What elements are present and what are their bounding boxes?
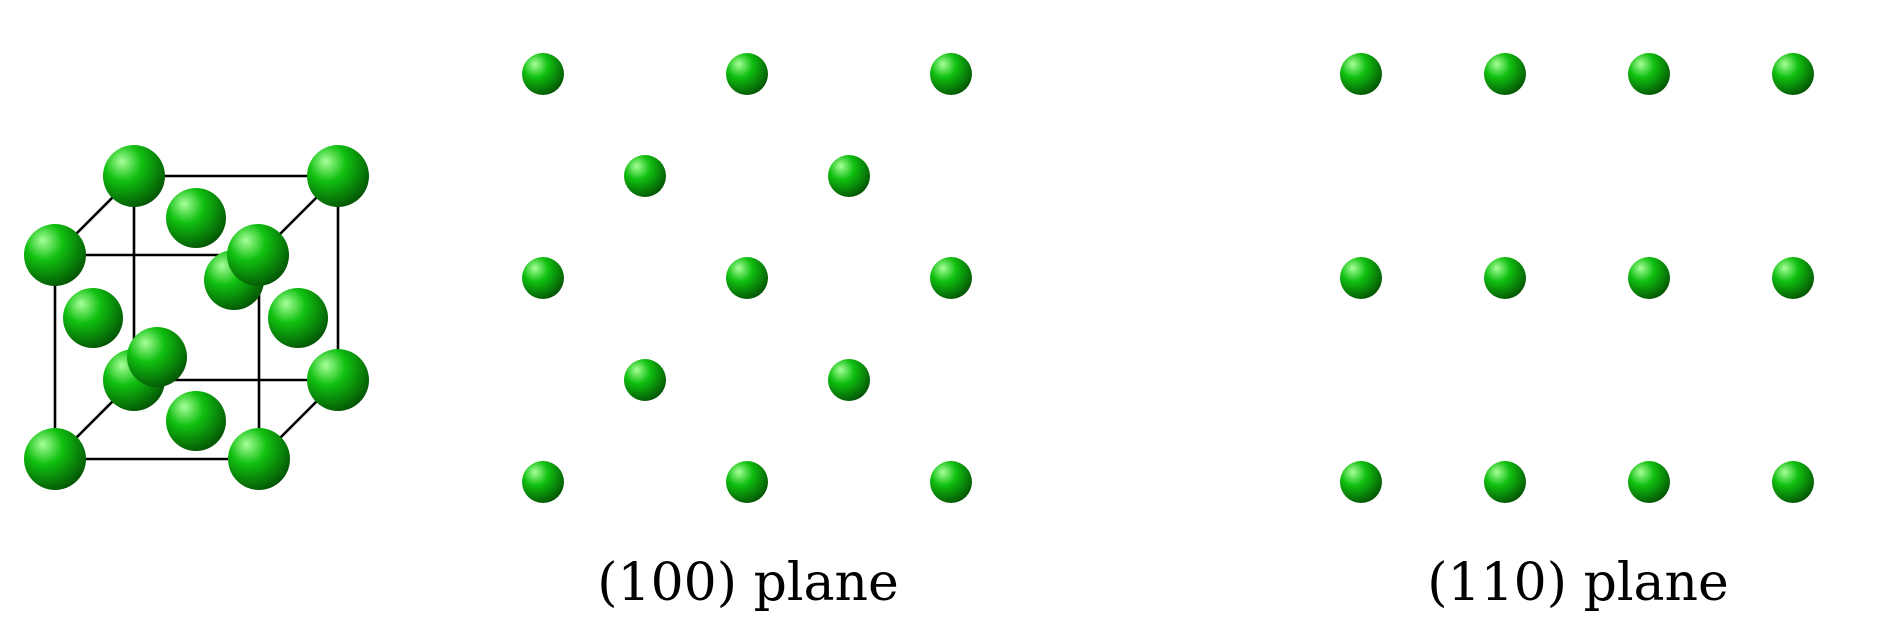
plane-110-atom [1772,53,1814,95]
corner-atom [103,145,165,207]
plane-100-label: (100) plane [597,553,899,613]
plane-100-atom [522,461,564,503]
plane-110-atom [1628,53,1670,95]
unit-cell-atoms [24,145,369,490]
plane-110-atom [1484,461,1526,503]
corner-atom [227,224,289,286]
face-center-atom [268,288,328,348]
plane-110-atom [1772,257,1814,299]
plane-100-atom [828,155,870,197]
plane-100-atom [624,359,666,401]
plane-100-diagram: (100) plane [522,53,972,613]
plane-110-atom [1340,257,1382,299]
plane-100-atom [930,461,972,503]
face-center-atom [63,288,123,348]
face-center-atom [166,188,226,248]
corner-atom [307,145,369,207]
plane-100-atom [828,359,870,401]
plane-110-diagram: (110) plane [1340,53,1814,613]
face-center-atom [127,327,187,387]
plane-100-atom [726,257,768,299]
face-center-atom [166,391,226,451]
plane-100-atom [726,461,768,503]
plane-110-atom [1340,53,1382,95]
plane-110-atom [1628,257,1670,299]
plane-110-atom [1484,257,1526,299]
plane-100-atom [522,53,564,95]
plane-110-atom [1772,461,1814,503]
plane-100-atom [930,257,972,299]
plane-100-atom [522,257,564,299]
plane-100-atoms [522,53,972,503]
plane-110-atom [1340,461,1382,503]
corner-atom [24,428,86,490]
corner-atom [228,428,290,490]
corner-atom [307,349,369,411]
plane-110-atoms [1340,53,1814,503]
plane-100-atom [930,53,972,95]
plane-110-label: (110) plane [1427,553,1729,613]
plane-100-atom [726,53,768,95]
corner-atom [24,224,86,286]
plane-110-atom [1628,461,1670,503]
plane-100-atom [624,155,666,197]
plane-110-atom [1484,53,1526,95]
fcc-unit-cell [24,145,369,490]
